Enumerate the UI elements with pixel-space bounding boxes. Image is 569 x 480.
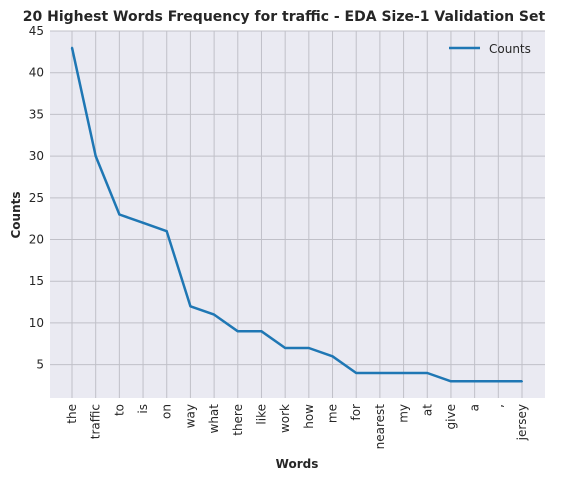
data-point <box>331 355 334 358</box>
data-point <box>118 213 121 216</box>
data-point <box>213 313 216 316</box>
x-tick-label: to <box>112 404 126 416</box>
y-axis-label: Counts <box>9 191 23 238</box>
x-tick-label: the <box>65 404 79 424</box>
x-tick-label: traffic <box>89 404 103 439</box>
data-point <box>449 380 452 383</box>
x-tick-label: jersey <box>515 404 529 441</box>
legend: Counts <box>449 42 531 56</box>
series-layer <box>70 46 523 383</box>
x-tick-label: there <box>231 404 245 436</box>
y-tick-label: 45 <box>29 24 44 38</box>
data-point <box>94 155 97 158</box>
x-tick-label: , <box>491 404 505 408</box>
y-tick-label: 40 <box>29 66 44 80</box>
y-tick-label: 15 <box>29 274 44 288</box>
y-tick-label: 5 <box>36 358 44 372</box>
x-tick-label: way <box>183 404 197 428</box>
y-tick-label: 25 <box>29 191 44 205</box>
y-axis-ticks: 5 10 15 20 25 30 35 40 45 <box>29 24 44 372</box>
data-point <box>189 305 192 308</box>
data-point <box>497 380 500 383</box>
x-tick-label: nearest <box>373 404 387 450</box>
x-tick-label: like <box>254 404 268 425</box>
x-tick-label: for <box>349 404 363 421</box>
x-tick-label: my <box>397 404 411 423</box>
x-axis-ticks: the traffic to is on way what there like work how m… <box>65 404 529 450</box>
x-tick-label: me <box>326 404 340 423</box>
x-tick-label: give <box>444 404 458 429</box>
legend-label-counts: Counts <box>489 42 531 56</box>
data-point <box>355 371 358 374</box>
x-tick-label: a <box>468 404 482 411</box>
y-tick-label: 10 <box>29 316 44 330</box>
data-point <box>236 330 239 333</box>
chart-title: 20 Highest Words Frequency for traffic -… <box>23 9 546 25</box>
data-point <box>71 46 73 49</box>
plot-area <box>50 31 545 398</box>
data-point <box>426 371 429 374</box>
grid <box>50 30 545 398</box>
y-tick-label: 30 <box>29 149 44 163</box>
data-point <box>521 380 523 383</box>
x-tick-label: is <box>136 404 150 414</box>
data-point <box>402 371 405 374</box>
x-tick-label: what <box>207 404 221 434</box>
data-point <box>307 346 310 349</box>
y-tick-label: 35 <box>29 107 44 121</box>
series-line-counts <box>70 47 522 383</box>
data-point <box>378 371 381 374</box>
y-tick-label: 20 <box>29 233 44 247</box>
x-tick-label: at <box>420 404 434 416</box>
x-tick-label: how <box>302 404 316 429</box>
x-tick-label: work <box>278 404 292 433</box>
data-point <box>142 221 145 224</box>
data-point <box>260 330 263 333</box>
data-point <box>284 346 287 349</box>
x-axis-label: Words <box>276 457 319 471</box>
data-point <box>473 380 476 383</box>
x-tick-label: on <box>160 404 174 419</box>
data-point <box>165 230 168 233</box>
